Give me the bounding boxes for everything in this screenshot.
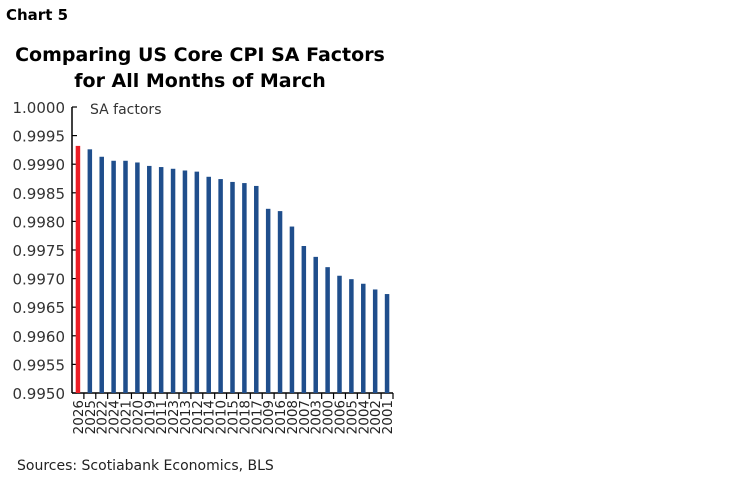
bar-2001 [384,294,390,393]
bar-2006 [337,275,342,393]
bar-2003 [313,256,318,393]
bar-2026 [75,145,81,393]
bar-2011 [158,167,164,393]
bar-2012 [194,171,200,393]
y-tick-label: 0.9980 [13,213,66,231]
x-tick-label: 2017 [249,400,265,434]
bar-2008 [289,226,295,393]
x-tick-label: 2012 [190,400,206,434]
x-tick-label: 2011 [154,400,170,434]
x-tick-label: 2002 [368,400,384,434]
bar-2007 [301,245,307,393]
x-tick-label: 2015 [226,400,242,434]
bar-2018 [242,183,247,393]
x-tick-label: 2013 [178,400,194,434]
x-tick-label: 2014 [202,400,218,434]
chart-label: Chart 5 [6,6,69,24]
bar-2017 [254,185,259,393]
x-tick-label: 2007 [297,400,313,434]
y-tick-label: 0.9975 [13,242,66,260]
bar-2015 [230,181,235,393]
x-tick-label: 2026 [71,400,87,434]
x-tick-label: 2008 [285,400,301,434]
bar-2013 [182,170,188,393]
bar-2025 [87,149,93,393]
y-tick-label: 0.9985 [13,185,66,203]
x-tick-label: 2000 [321,400,337,434]
x-tick-label: 2009 [261,400,277,434]
chart-title: Comparing US Core CPI SA Factors for All… [0,42,400,94]
chart-title-line-1: Comparing US Core CPI SA Factors [15,44,385,66]
y-tick-label: 1.0000 [13,99,66,117]
source-note: Sources: Scotiabank Economics, BLS [17,458,274,474]
x-tick-label: 2001 [380,400,396,434]
bar-2022 [99,156,104,393]
x-tick-label: 2006 [333,400,349,434]
bar-2010 [218,179,223,393]
bar-2000 [325,267,330,393]
y-tick-label: 0.9950 [13,385,66,403]
bar-2021 [123,160,128,393]
x-tick-label: 2020 [130,400,146,434]
bar-2024 [111,160,116,393]
bar-2019 [147,165,152,393]
x-tick-label: 2023 [166,400,182,434]
bar-2009 [265,208,271,393]
y-tick-label: 0.9970 [13,271,66,289]
y-tick-label: 0.9955 [13,356,66,374]
x-tick-label: 2016 [273,400,289,434]
y-tick-label: 0.9965 [13,299,66,317]
y-tick-label: 0.9995 [13,128,66,146]
y-tick-label: 0.9990 [13,156,66,174]
bar-2016 [277,211,283,393]
x-tick-label: 2022 [95,400,111,434]
bar-2004 [361,283,366,393]
bar-2023 [170,168,176,393]
x-tick-label: 2018 [237,400,253,434]
x-tick-label: 2025 [83,400,99,434]
chart-title-line-2: for All Months of March [74,70,326,92]
bar-2020 [135,162,140,393]
x-tick-label: 2021 [119,400,135,434]
x-tick-label: 2003 [309,400,325,434]
sa-factors-annotation: SA factors [90,102,161,118]
x-tick-label: 2024 [107,400,123,434]
x-tick-label: 2019 [142,400,158,434]
y-tick-label: 0.9960 [13,328,66,346]
bar-2014 [206,176,211,393]
x-tick-label: 2004 [356,400,372,434]
x-tick-label: 2005 [344,400,360,434]
bar-2002 [372,289,378,393]
x-tick-label: 2010 [214,400,230,434]
bar-2005 [349,279,354,393]
